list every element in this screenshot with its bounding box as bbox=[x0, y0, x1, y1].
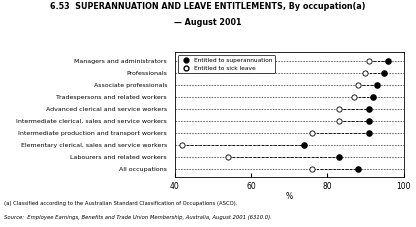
Point bbox=[385, 59, 391, 62]
Point bbox=[366, 107, 373, 111]
Point bbox=[179, 143, 186, 146]
Text: (a) Classified according to the Australian Standard Classification of Occupation: (a) Classified according to the Australi… bbox=[4, 201, 238, 206]
Point bbox=[354, 167, 361, 170]
Point bbox=[301, 143, 308, 146]
Text: — August 2001: — August 2001 bbox=[174, 18, 242, 27]
Point bbox=[351, 95, 357, 99]
Point bbox=[362, 71, 369, 74]
Point bbox=[381, 71, 388, 74]
Point bbox=[335, 119, 342, 122]
Point bbox=[366, 131, 373, 134]
Text: 6.53  SUPERANNUATION AND LEAVE ENTITLEMENTS, By occupation(a): 6.53 SUPERANNUATION AND LEAVE ENTITLEMEN… bbox=[50, 2, 366, 11]
Point bbox=[335, 155, 342, 158]
Point bbox=[374, 83, 380, 86]
Text: Source:  Employee Earnings, Benefits and Trade Union Membership, Australia, Augu: Source: Employee Earnings, Benefits and … bbox=[4, 215, 272, 220]
Point bbox=[354, 83, 361, 86]
Point bbox=[366, 59, 373, 62]
Point bbox=[309, 131, 315, 134]
Point bbox=[225, 155, 231, 158]
Point bbox=[309, 167, 315, 170]
Point bbox=[366, 119, 373, 122]
Point bbox=[370, 95, 376, 99]
X-axis label: %: % bbox=[285, 192, 293, 201]
Point bbox=[335, 107, 342, 111]
Legend: Entitled to superannuation, Entitled to sick leave: Entitled to superannuation, Entitled to … bbox=[178, 55, 275, 74]
